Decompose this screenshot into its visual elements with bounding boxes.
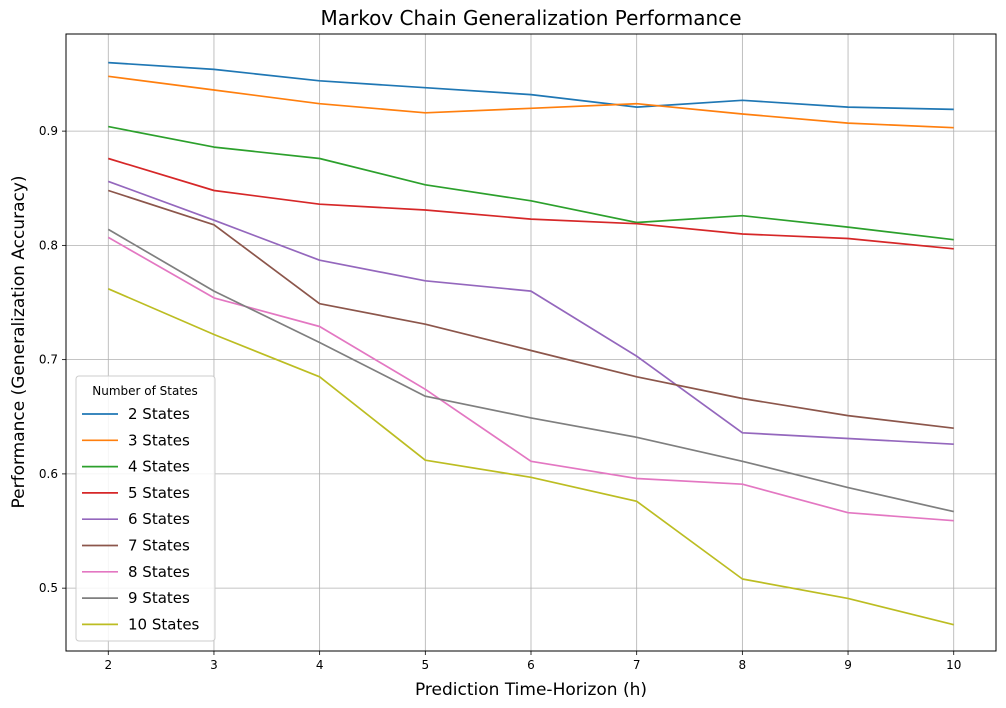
- x-tick-label: 6: [527, 658, 535, 672]
- x-tick-label: 2: [104, 658, 112, 672]
- series-line: [107, 288, 954, 626]
- x-tick-label: 3: [210, 658, 218, 672]
- series-line: [108, 157, 954, 250]
- axis-ticks: 2 3 4 5 6 7 8 9 10 0.5 0.6 0.7 0.8 0.9: [39, 124, 961, 672]
- legend: Number of States 2 States 3 States 4 State…: [75, 375, 216, 642]
- chart-title: Markov Chain Generalization Performance: [320, 6, 741, 30]
- y-tick-label: 0.6: [39, 467, 58, 481]
- y-tick-label: 0.8: [39, 238, 58, 252]
- legend-label: 7 States: [128, 537, 190, 555]
- y-tick-label: 0.5: [39, 581, 58, 595]
- y-tick-label: 0.9: [39, 124, 58, 138]
- x-axis-title: Prediction Time-Horizon (h): [415, 680, 647, 700]
- legend-label: 9 States: [128, 589, 190, 607]
- legend-label: 8 States: [128, 563, 190, 581]
- legend-label: 5 States: [128, 484, 190, 502]
- x-tick-label: 10: [946, 658, 961, 672]
- y-axis-title: Performance (Generalization Accuracy): [9, 175, 29, 508]
- series-line: [107, 228, 954, 513]
- legend-label: 10 States: [128, 615, 200, 633]
- series-lines: [107, 61, 954, 626]
- legend-label: 4 States: [128, 458, 190, 476]
- series-line: [108, 189, 954, 430]
- series-line: [108, 180, 954, 446]
- x-tick-label: 4: [316, 658, 324, 672]
- legend-label: 6 States: [128, 510, 190, 528]
- series-line: [108, 75, 954, 129]
- x-tick-label: 7: [633, 658, 641, 672]
- x-tick-label: 8: [739, 658, 747, 672]
- x-tick-label: 9: [844, 658, 852, 672]
- series-line: [108, 125, 954, 241]
- legend-label: 3 States: [128, 431, 190, 449]
- legend-title: Number of States: [92, 384, 197, 398]
- series-line: [108, 61, 954, 111]
- legend-box: [75, 375, 216, 642]
- y-tick-label: 0.7: [39, 353, 58, 367]
- x-tick-label: 5: [421, 658, 429, 672]
- legend-label: 2 States: [128, 405, 190, 423]
